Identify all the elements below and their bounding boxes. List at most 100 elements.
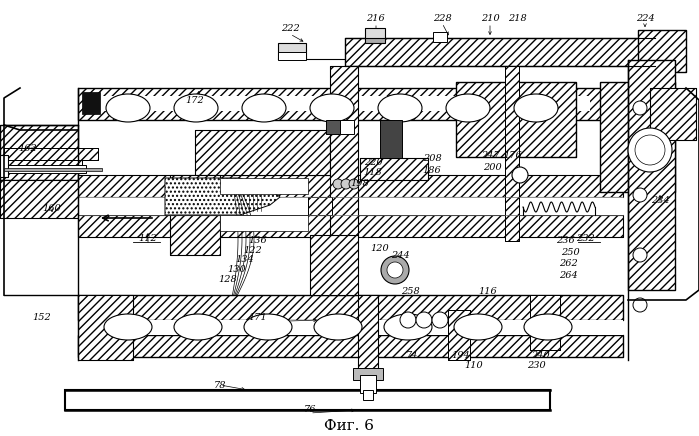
Text: 172: 172 bbox=[186, 95, 204, 105]
Ellipse shape bbox=[104, 314, 152, 340]
Bar bbox=[638, 30, 686, 72]
Bar bbox=[78, 88, 623, 120]
Bar bbox=[78, 175, 623, 197]
Text: 216: 216 bbox=[366, 14, 384, 23]
Bar bbox=[4, 148, 98, 160]
Bar bbox=[326, 120, 340, 134]
Bar bbox=[308, 197, 332, 215]
Bar bbox=[365, 38, 385, 43]
Bar bbox=[78, 295, 623, 320]
Circle shape bbox=[432, 312, 448, 328]
Text: 200: 200 bbox=[482, 163, 501, 171]
Bar bbox=[650, 88, 696, 140]
Bar bbox=[0, 155, 8, 177]
Bar bbox=[308, 197, 332, 215]
Bar bbox=[0, 125, 78, 180]
Bar bbox=[0, 125, 78, 180]
Ellipse shape bbox=[384, 314, 432, 340]
Text: 258: 258 bbox=[401, 287, 419, 296]
Bar bbox=[345, 38, 655, 66]
Circle shape bbox=[633, 101, 647, 115]
Bar bbox=[365, 28, 385, 40]
Bar bbox=[448, 310, 470, 360]
Ellipse shape bbox=[310, 94, 354, 122]
Bar bbox=[78, 215, 623, 237]
Ellipse shape bbox=[524, 314, 572, 340]
Bar bbox=[4, 160, 82, 170]
Bar bbox=[360, 158, 428, 180]
Bar bbox=[78, 88, 623, 120]
Bar bbox=[360, 158, 428, 180]
Bar bbox=[220, 215, 308, 231]
Text: 152: 152 bbox=[33, 313, 51, 323]
Text: 112: 112 bbox=[138, 234, 157, 242]
Ellipse shape bbox=[244, 314, 292, 340]
Text: 230: 230 bbox=[526, 361, 545, 369]
Bar bbox=[330, 66, 358, 238]
Text: 78: 78 bbox=[214, 381, 226, 389]
Bar bbox=[4, 165, 40, 173]
Circle shape bbox=[387, 262, 403, 278]
Bar bbox=[380, 120, 402, 158]
Text: 247: 247 bbox=[481, 150, 499, 160]
Text: 222: 222 bbox=[280, 24, 299, 33]
Bar bbox=[330, 66, 358, 238]
Bar bbox=[310, 235, 358, 295]
Bar bbox=[456, 82, 576, 157]
Bar bbox=[530, 295, 560, 350]
Bar bbox=[358, 295, 378, 375]
Bar bbox=[360, 375, 376, 393]
Text: 136: 136 bbox=[249, 235, 268, 245]
Text: 224: 224 bbox=[635, 14, 654, 23]
Ellipse shape bbox=[454, 314, 502, 340]
Bar bbox=[100, 96, 590, 111]
Text: 244: 244 bbox=[391, 252, 410, 260]
Circle shape bbox=[633, 188, 647, 202]
Text: 116: 116 bbox=[479, 287, 498, 296]
Bar bbox=[448, 310, 470, 360]
Ellipse shape bbox=[446, 94, 490, 122]
Bar bbox=[340, 120, 354, 134]
Text: 128: 128 bbox=[219, 276, 238, 285]
Text: 194: 194 bbox=[452, 351, 470, 361]
Circle shape bbox=[416, 312, 432, 328]
Bar bbox=[78, 175, 623, 197]
Circle shape bbox=[635, 135, 665, 165]
Bar bbox=[600, 82, 675, 192]
Ellipse shape bbox=[106, 94, 150, 122]
Ellipse shape bbox=[242, 94, 286, 122]
Bar bbox=[4, 168, 102, 171]
Bar bbox=[600, 82, 675, 192]
Bar bbox=[530, 295, 560, 350]
Bar bbox=[456, 82, 576, 157]
Circle shape bbox=[341, 179, 351, 189]
Text: 74: 74 bbox=[405, 351, 418, 360]
Bar bbox=[78, 197, 623, 215]
Bar bbox=[78, 295, 133, 360]
Text: 228: 228 bbox=[433, 14, 452, 23]
Text: 220: 220 bbox=[363, 157, 382, 167]
Bar bbox=[78, 215, 623, 237]
Bar bbox=[505, 66, 519, 241]
Bar bbox=[220, 178, 308, 194]
Bar bbox=[4, 148, 98, 160]
Text: 130: 130 bbox=[228, 266, 246, 275]
Circle shape bbox=[400, 312, 416, 328]
Text: 236: 236 bbox=[556, 235, 575, 245]
Bar bbox=[78, 335, 623, 357]
Bar bbox=[310, 235, 358, 295]
Bar bbox=[78, 320, 623, 335]
Polygon shape bbox=[165, 178, 280, 215]
Bar bbox=[82, 92, 100, 114]
Circle shape bbox=[512, 167, 528, 183]
Bar bbox=[358, 295, 378, 375]
Text: 208: 208 bbox=[423, 153, 441, 163]
Bar bbox=[628, 60, 675, 290]
Text: 134: 134 bbox=[236, 255, 254, 265]
Bar bbox=[345, 38, 655, 66]
Text: 262: 262 bbox=[559, 259, 577, 269]
Text: 176: 176 bbox=[503, 150, 522, 160]
Circle shape bbox=[633, 298, 647, 312]
Text: 234: 234 bbox=[651, 195, 670, 204]
Bar bbox=[433, 32, 447, 42]
